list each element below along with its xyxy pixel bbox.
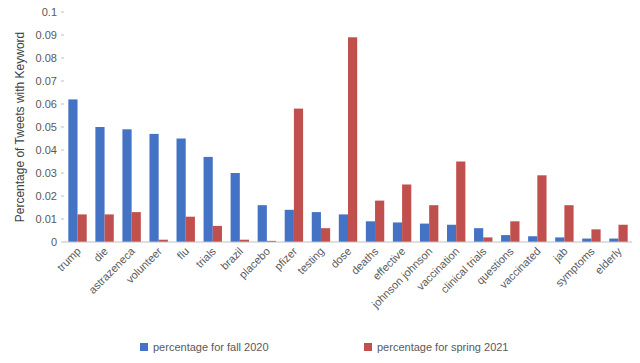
y-tick-label: 0.01 <box>36 213 57 225</box>
y-tick-label: 0.03 <box>36 167 57 179</box>
y-tick <box>61 104 64 105</box>
bar <box>231 173 240 242</box>
bar <box>510 221 519 242</box>
bar <box>105 214 114 242</box>
x-tick-label: trials <box>193 245 218 270</box>
legend-swatch <box>364 343 372 351</box>
y-tick <box>61 196 64 197</box>
x-tick-label: trump <box>55 245 83 273</box>
y-tick <box>61 35 64 36</box>
bar <box>78 214 87 242</box>
y-axis-label: Percentage of Tweets with Keyword <box>13 32 27 223</box>
y-tick <box>61 219 64 220</box>
bar <box>429 205 438 242</box>
x-tick-label: symptoms <box>553 245 597 289</box>
x-tick-label: testing <box>295 245 326 276</box>
bar <box>68 99 77 242</box>
bar <box>393 222 402 242</box>
bars <box>68 37 627 242</box>
y-tick <box>61 58 64 59</box>
y-tick-label: 0.05 <box>36 121 57 133</box>
bar <box>402 185 411 243</box>
bar <box>456 162 465 243</box>
bar <box>618 225 627 242</box>
y-tick-label: 0 <box>51 236 57 248</box>
bar <box>122 129 131 242</box>
y-tick <box>61 12 64 13</box>
x-tick-label: jab <box>550 245 570 265</box>
legend-swatch <box>140 343 148 351</box>
bar <box>591 229 600 242</box>
bar <box>501 235 510 242</box>
chart: 0 0.01 0.02 0.03 0.04 0.05 0.06 0.07 0.08 0.09 0.1… <box>0 0 640 363</box>
x-tick-label: die <box>91 245 110 264</box>
x-axis <box>64 242 632 243</box>
bar <box>149 134 158 242</box>
legend-label: percentage for fall 2020 <box>153 341 269 353</box>
bar <box>95 127 104 242</box>
y-tick-label: 0.06 <box>36 98 57 110</box>
y-tick <box>61 127 64 128</box>
y-tick-label: 0.02 <box>36 190 57 202</box>
y-tick <box>61 173 64 174</box>
y-tick <box>61 150 64 151</box>
bar <box>204 157 213 242</box>
legend-label: percentage for spring 2021 <box>377 341 508 353</box>
y-tick-label: 0.07 <box>36 75 57 87</box>
x-tick-label: placebo <box>237 245 273 281</box>
bar <box>555 237 564 242</box>
bar <box>420 224 429 242</box>
bar <box>582 239 591 242</box>
bar <box>375 201 384 242</box>
bar <box>366 221 375 242</box>
y-tick <box>61 242 64 243</box>
bar <box>186 217 195 242</box>
bar <box>537 175 546 242</box>
bar <box>132 212 141 242</box>
x-tick-label: elderly <box>592 245 624 277</box>
y-tick-label: 0.1 <box>42 6 57 18</box>
bar <box>285 210 294 242</box>
bar <box>447 225 456 242</box>
y-tick-label: 0.04 <box>36 144 57 156</box>
y-tick-label: 0.09 <box>36 29 57 41</box>
bar <box>177 139 186 243</box>
bar <box>312 212 321 242</box>
bar <box>348 37 357 242</box>
x-tick-label: flu <box>174 245 191 262</box>
bar <box>609 239 618 242</box>
y-tick-label: 0.08 <box>36 52 57 64</box>
x-tick-label: vaccinated <box>497 245 543 291</box>
bar <box>213 226 222 242</box>
x-tick-label: volunteer <box>124 245 165 286</box>
y-tick <box>61 81 64 82</box>
bar <box>321 228 330 242</box>
bar <box>564 205 573 242</box>
bar <box>528 236 537 242</box>
bar <box>483 237 492 242</box>
bar <box>339 214 348 242</box>
bar <box>474 228 483 242</box>
bar <box>294 109 303 242</box>
bar <box>258 205 267 242</box>
